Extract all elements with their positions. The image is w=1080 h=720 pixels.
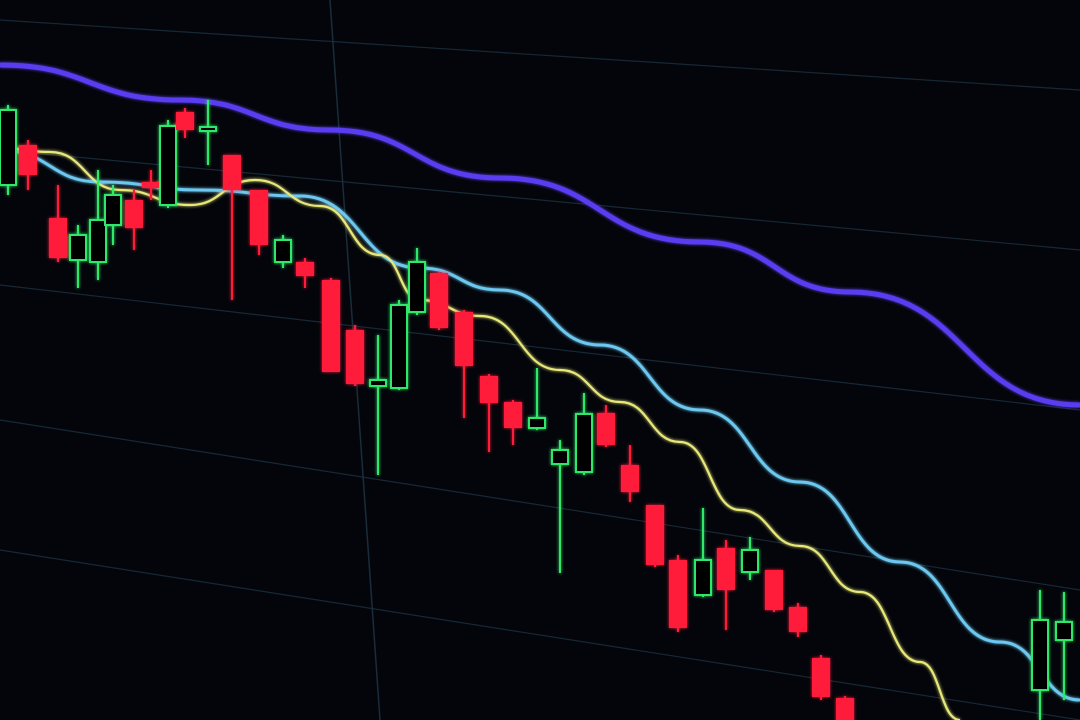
candle-body <box>694 559 712 596</box>
grid-line <box>0 19 1080 91</box>
bullish-candle <box>104 185 122 245</box>
bullish-candle <box>199 100 217 165</box>
bullish-candle <box>89 170 107 280</box>
bearish-candle <box>455 310 473 418</box>
candle-body <box>836 698 854 720</box>
bearish-candle <box>789 603 807 637</box>
bullish-candle <box>0 105 17 195</box>
bearish-candle <box>223 155 241 300</box>
candle-body <box>322 280 340 372</box>
grid-line <box>0 149 1080 251</box>
bullish-candle <box>274 235 292 268</box>
candle-body <box>69 234 87 261</box>
bearish-candle <box>19 140 37 190</box>
candle-body <box>1031 619 1049 691</box>
candle-body <box>390 304 408 389</box>
fast-moving-average-line <box>0 146 961 720</box>
medium-moving-average-line <box>0 148 1080 702</box>
bullish-candle <box>390 300 408 390</box>
candle-body <box>125 200 143 228</box>
bullish-candle <box>741 537 759 580</box>
candle-body <box>504 402 522 428</box>
candle-body <box>250 190 268 245</box>
bullish-candle <box>694 508 712 597</box>
candle-body <box>159 125 177 206</box>
candle-body <box>646 505 664 565</box>
bearish-candle <box>176 108 194 138</box>
candle-body <box>89 219 107 263</box>
bullish-candle <box>369 335 387 475</box>
bullish-candle <box>575 393 593 475</box>
bearish-candle <box>717 540 735 630</box>
candle-body <box>669 560 687 628</box>
candle-body <box>528 417 546 429</box>
candle-body <box>789 607 807 632</box>
candle-body <box>597 413 615 445</box>
bullish-candle <box>1031 590 1049 720</box>
bearish-candle <box>812 655 830 700</box>
moving-average-lines <box>0 62 1080 720</box>
bearish-candle <box>480 374 498 452</box>
bullish-candle <box>159 120 177 208</box>
bearish-candle <box>322 278 340 372</box>
bearish-candle <box>597 405 615 447</box>
candle-body <box>551 449 569 465</box>
candle-body <box>49 218 67 258</box>
candle-body <box>430 273 448 328</box>
bullish-candle <box>408 248 426 315</box>
bearish-candle <box>346 325 364 386</box>
bullish-candle <box>528 368 546 430</box>
bearish-candle <box>621 445 639 502</box>
candle-body <box>717 548 735 590</box>
candle-body <box>480 376 498 403</box>
candle-body <box>621 465 639 492</box>
candle-body <box>455 312 473 366</box>
candle-body <box>575 413 593 473</box>
candle-body <box>346 330 364 384</box>
bearish-candle <box>296 258 314 288</box>
bearish-candle <box>504 400 522 445</box>
candle-body <box>142 182 160 188</box>
grid-line <box>0 284 1080 411</box>
candle-body <box>176 112 194 130</box>
bearish-candle <box>836 696 854 720</box>
candle-body <box>0 109 17 186</box>
candles <box>0 100 1073 720</box>
bullish-candle <box>1055 592 1073 700</box>
candle-body <box>223 155 241 190</box>
slow-moving-average-line <box>0 62 1080 408</box>
candle-body <box>296 262 314 276</box>
candle-body <box>812 658 830 697</box>
bullish-candle <box>551 440 569 573</box>
bearish-candle <box>765 570 783 612</box>
bullish-candle <box>69 225 87 288</box>
candle-body <box>741 549 759 573</box>
candle-body <box>274 239 292 263</box>
candle-body <box>19 145 37 175</box>
bearish-candle <box>125 190 143 250</box>
bearish-candle <box>49 185 67 262</box>
candle-body <box>1055 621 1073 641</box>
candle-body <box>369 379 387 387</box>
candle-body <box>104 194 122 226</box>
bearish-candle <box>250 190 268 255</box>
candle-body <box>408 261 426 313</box>
bearish-candle <box>646 505 664 567</box>
candle-body <box>199 126 217 132</box>
grid-line <box>0 549 1080 720</box>
bearish-candle <box>142 170 160 200</box>
bearish-candle <box>669 555 687 632</box>
bearish-candle <box>430 272 448 330</box>
candle-body <box>765 570 783 610</box>
